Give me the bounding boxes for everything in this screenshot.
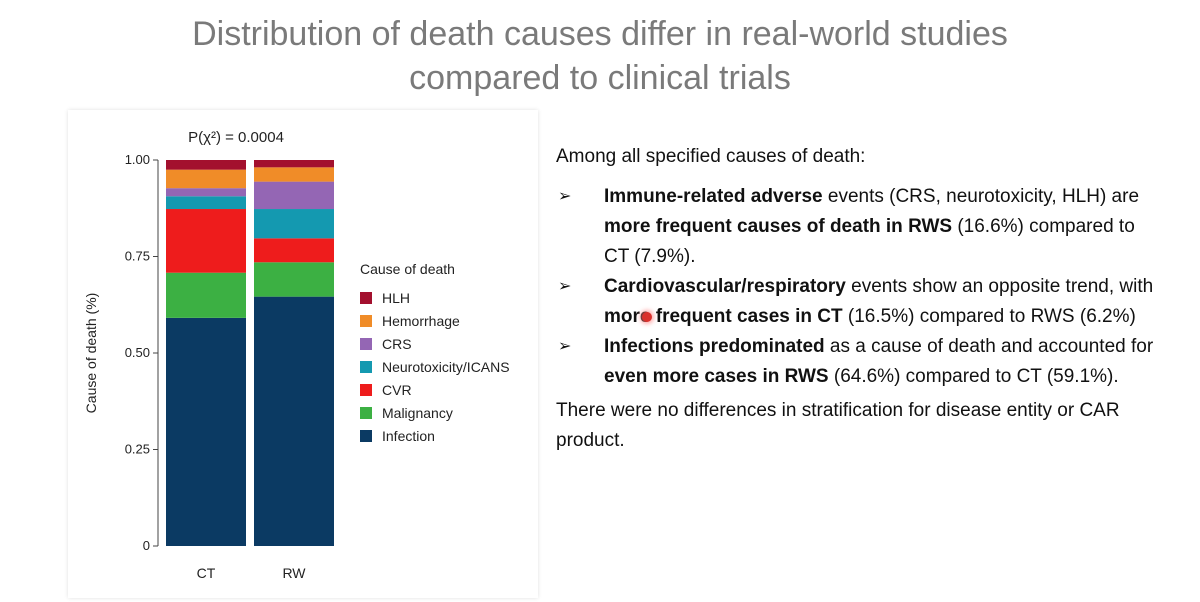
bar-segment-rw-malignancy (254, 262, 334, 297)
bar-segment-ct-hlh (166, 160, 246, 170)
bullet-immune-bold-1: Immune-related adverse (604, 186, 823, 207)
legend-swatch (360, 384, 372, 396)
y-tick-label: 0.75 (125, 249, 150, 264)
bar-segment-rw-crs (254, 181, 334, 210)
bullet-cardio-bold-2: more frequent cases in CT (604, 306, 843, 327)
legend-swatch (360, 407, 372, 419)
legend-swatch (360, 361, 372, 373)
chart-title: P(χ²) = 0.0004 (188, 129, 284, 146)
pointer-cursor-icon (642, 312, 652, 322)
outro-text: There were no differences in stratificat… (556, 400, 1120, 451)
intro-text: Among all specified causes of death: (556, 146, 866, 167)
bullet-infection: ➢ Infections predominated as a cause of … (556, 332, 1156, 392)
bar-segment-ct-hemorrhage (166, 169, 246, 189)
bullet-immune-text-1: events (CRS, neurotoxicity, HLH) are (822, 186, 1140, 207)
bar-segment-rw-cvr (254, 238, 334, 263)
bar-segment-rw-infection (254, 296, 334, 546)
bullet-cardio-text-2: (16.5%) compared to RWS (6.2%) (842, 306, 1136, 327)
legend-label: HLH (382, 290, 410, 306)
bullet-infection-text-2: (64.6%) compared to CT (59.1%). (828, 366, 1119, 387)
bar-segment-ct-infection (166, 317, 246, 546)
legend-swatch (360, 315, 372, 327)
slide-title: Distribution of death causes differ in r… (0, 12, 1200, 100)
chart-panel: P(χ²) = 0.0004 0 0.25 0.50 0.75 1.00 Cause of … (68, 110, 538, 598)
slide-title-line-2: compared to clinical trials (409, 59, 791, 97)
legend-label: Neurotoxicity/ICANS (382, 359, 510, 375)
y-tick-label: 1.00 (125, 152, 150, 167)
legend-label: Infection (382, 428, 435, 444)
slide-title-line-1: Distribution of death causes differ in r… (192, 15, 1008, 53)
legend-swatch (360, 430, 372, 442)
legend-label: CRS (382, 336, 412, 352)
arrow-bullet-icon: ➢ (558, 188, 572, 205)
bar-segment-rw-neurotoxicity-icans (254, 209, 334, 239)
bullet-cardio-text-1: events show an opposite trend, with (845, 276, 1154, 297)
arrow-bullet-icon: ➢ (558, 278, 572, 295)
y-axis-label: Cause of death (%) (83, 293, 99, 414)
y-tick-label: 0.50 (125, 345, 150, 360)
y-tick-label: 0 (143, 538, 150, 553)
legend-label: Malignancy (382, 405, 453, 421)
legend-swatch (360, 338, 372, 350)
bar-segment-rw-hemorrhage (254, 167, 334, 182)
x-tick-label: CT (197, 565, 216, 581)
legend-title: Cause of death (360, 261, 455, 277)
bullet-text: Among all specified causes of death: ➢ I… (556, 142, 1156, 456)
bullet-cardio-bold-1: Cardiovascular/respiratory (604, 276, 846, 297)
bullet-infection-text-1: as a cause of death and accounted for (824, 336, 1154, 357)
legend-label: CVR (382, 382, 412, 398)
bar-segment-ct-cvr (166, 209, 246, 273)
bar-segment-ct-crs (166, 188, 246, 197)
legend-label: Hemorrhage (382, 313, 460, 329)
bullet-immune: ➢ Immune-related adverse events (CRS, ne… (556, 182, 1156, 272)
bullet-immune-text-2: (16.6%) compared to CT (7.9%). (604, 216, 1135, 267)
bullet-cardio: ➢ Cardiovascular/respiratory events show… (556, 272, 1156, 332)
legend-swatch (360, 292, 372, 304)
bar-segment-rw-hlh (254, 160, 334, 168)
bar-segment-ct-malignancy (166, 272, 246, 318)
x-tick-label: RW (282, 565, 306, 581)
arrow-bullet-icon: ➢ (558, 338, 572, 355)
y-tick-label: 0.25 (125, 442, 150, 457)
bullet-infection-bold-1: Infections predominated (604, 336, 825, 357)
bullet-immune-bold-2: more frequent causes of death in RWS (604, 216, 953, 237)
bar-segment-ct-neurotoxicity-icans (166, 196, 246, 210)
bullet-infection-bold-2: even more cases in RWS (604, 366, 829, 387)
stacked-bar-chart: P(χ²) = 0.0004 0 0.25 0.50 0.75 1.00 Cause of … (83, 129, 510, 581)
